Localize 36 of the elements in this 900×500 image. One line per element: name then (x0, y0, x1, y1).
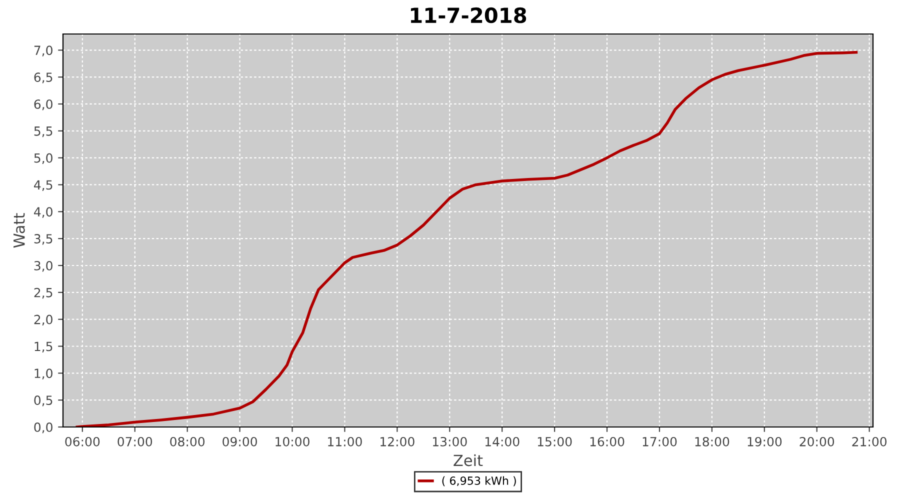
x-tick-label: 09:00 (222, 436, 257, 446)
x-tick-label: 20:00 (800, 436, 834, 446)
y-tick-label: 2,5 (34, 288, 52, 299)
y-tick-label: 1,0 (34, 368, 52, 380)
legend-label: ( 6,953 kWh ) (442, 476, 516, 486)
x-tick-label: 15:00 (538, 436, 572, 446)
x-tick-label: 18:00 (695, 436, 730, 446)
y-tick-label: 7,0 (34, 46, 52, 56)
y-axis-title: Watt (14, 213, 25, 248)
y-tick-label: 3,5 (34, 234, 52, 245)
x-axis-title: Zeit (454, 454, 483, 466)
x-tick-label: 21:00 (852, 436, 887, 446)
y-tick-label: 0,0 (34, 422, 52, 434)
x-tick-label: 13:00 (433, 436, 467, 446)
y-tick-label: 1,5 (34, 342, 52, 352)
x-tick-label: 19:00 (748, 436, 782, 446)
chart-title: 11-7-2018 (410, 7, 526, 24)
line-series (76, 50, 858, 427)
y-tick-label: 5,0 (34, 153, 52, 164)
y-tick-label: 6,5 (34, 72, 52, 84)
y-tick-label: 3,0 (34, 260, 52, 272)
x-tick-label: 17:00 (642, 436, 677, 446)
y-tick-label: 5,5 (34, 126, 52, 138)
x-tick-label: 08:00 (170, 436, 205, 446)
x-tick-label: 10:00 (276, 436, 310, 446)
x-tick-label: 14:00 (485, 436, 520, 446)
x-tick-label: 07:00 (118, 436, 152, 446)
y-tick-label: 0,5 (34, 396, 52, 406)
y-tick-label: 4,5 (34, 180, 52, 191)
x-tick-label: 12:00 (380, 436, 414, 446)
y-tick-label: 6,0 (34, 99, 52, 110)
y-tick-label: 4,0 (34, 207, 52, 218)
x-tick-label: 16:00 (590, 436, 624, 446)
x-tick-label: 11:00 (328, 436, 362, 446)
x-tick-label: 06:00 (65, 436, 100, 446)
y-tick-label: 2,0 (34, 314, 52, 326)
